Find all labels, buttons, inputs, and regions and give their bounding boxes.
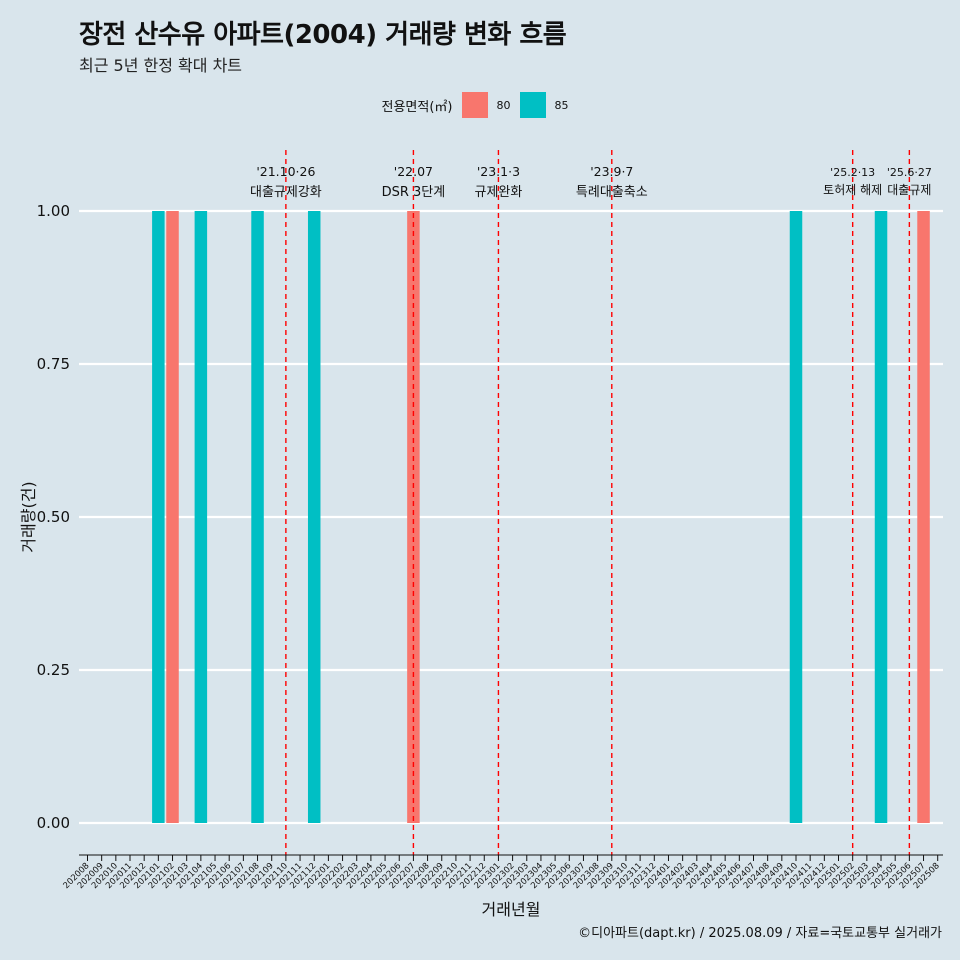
bar-85-202112	[307, 211, 321, 823]
chart-title: 장전 산수유 아파트(2004) 거래량 변화 흐름	[79, 20, 567, 50]
event-label: 토허제 해제	[823, 183, 882, 197]
y-tick-label: 1.00	[37, 202, 70, 220]
bar-80-202102	[166, 211, 179, 823]
event-label: 대출규제강화	[250, 185, 322, 200]
y-tick-label: 0.50	[37, 508, 70, 526]
legend: 전용면적(㎡) 80 85	[0, 92, 960, 118]
bar-85-202410	[789, 211, 803, 823]
legend-key-85	[520, 92, 547, 118]
bar-85-202504	[874, 211, 888, 823]
event-date-label: '23.9·7	[590, 164, 633, 179]
legend-label-85: 85	[554, 98, 569, 112]
event-label: 규제완화	[475, 185, 523, 200]
event-label: 대출규제	[887, 183, 931, 197]
bar-85-202108	[251, 211, 264, 823]
legend-title: 전용면적(㎡)	[381, 99, 453, 115]
bar-85-202104	[194, 211, 208, 823]
bar-80-202207	[407, 211, 420, 823]
y-tick-label: 0.25	[37, 661, 70, 679]
event-date-label: '23.1·3	[477, 164, 520, 179]
event-date-label: '21.10·26	[256, 164, 315, 179]
chart-subtitle: 최근 5년 한정 확대 차트	[79, 56, 243, 75]
y-tick-label: 0.75	[37, 355, 70, 373]
bar-80-202507	[917, 211, 930, 823]
legend-key-80	[462, 92, 489, 118]
event-date-label: '25.6·27	[887, 166, 932, 179]
event-label: 특례대출축소	[576, 185, 648, 200]
event-date-label: '25.2·13	[830, 166, 875, 179]
event-date-label: '22.07	[394, 164, 433, 179]
event-label: DSR 3단계	[382, 185, 446, 200]
y-tick-label: 0.00	[37, 814, 70, 832]
legend-label-80: 80	[496, 98, 511, 112]
caption: ©디아파트(dapt.kr) / 2025.08.09 / 자료=국토교통부 실…	[578, 926, 942, 941]
x-axis-title: 거래년월	[482, 900, 541, 919]
bar-85-202101	[152, 211, 165, 823]
y-axis-title: 거래량(건)	[19, 481, 38, 552]
